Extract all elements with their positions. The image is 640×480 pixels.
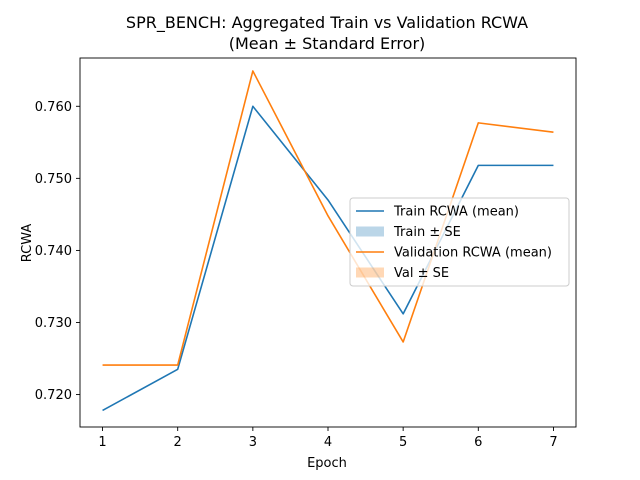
x-tick-label: 1 [98,435,106,450]
x-tick-label: 4 [324,435,332,450]
x-tick-label: 5 [399,435,407,450]
legend-label-val-se: Val ± SE [394,266,449,281]
chart-title: SPR_BENCH: Aggregated Train vs Validatio… [126,13,528,33]
y-tick-label: 0.760 [35,100,72,115]
y-tick-label: 0.750 [35,172,72,187]
series-line-train [102,105,554,412]
plot-area: 1 2 3 4 5 6 7 0.720 0.730 0.740 0.750 0.760 [35,57,577,450]
legend-swatch-val-se [356,267,384,278]
x-tick-label: 3 [249,435,257,450]
legend: Train RCWA (mean) Train ± SE Validation RC… [349,197,570,287]
y-tick-label: 0.740 [35,244,72,259]
x-axis-label: Epoch [307,456,347,471]
legend-box [349,197,570,287]
legend-swatch-train-se [356,226,384,237]
x-tick-label: 2 [174,435,182,450]
x-tick-label: 6 [474,435,482,450]
y-tick-label: 0.720 [35,388,72,403]
chart-subtitle: (Mean ± Standard Error) [229,34,426,53]
legend-label-validation-line: Validation RCWA (mean) [394,246,552,261]
series-line-validation [102,70,554,366]
legend-label-train-line: Train RCWA (mean) [393,205,519,220]
y-axis-label: RCWA [20,224,35,263]
x-tick-label: 7 [549,435,557,450]
y-tick-label: 0.730 [35,316,72,331]
legend-label-train-se: Train ± SE [393,225,461,240]
